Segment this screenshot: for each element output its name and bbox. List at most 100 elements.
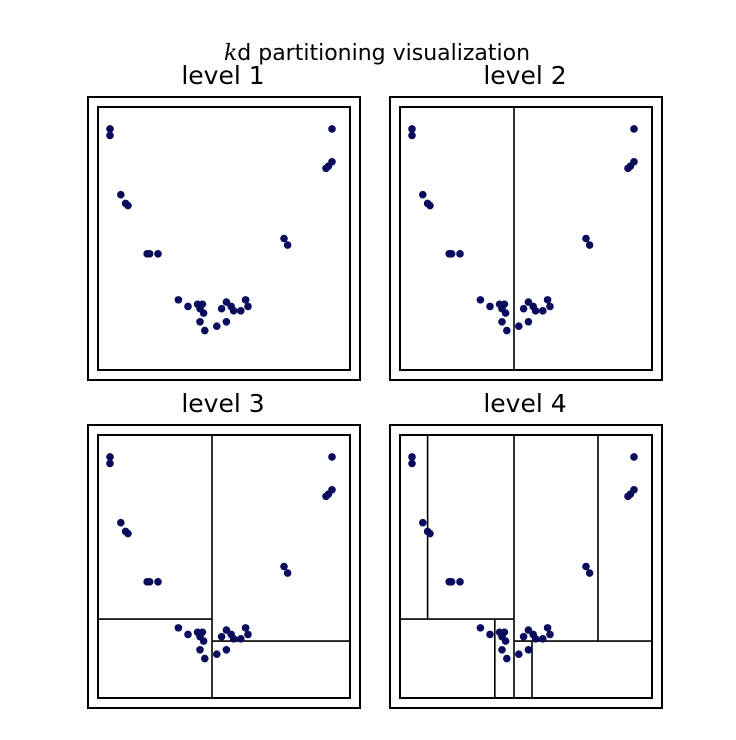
data-point <box>582 234 590 243</box>
data-point <box>408 453 416 461</box>
data-point <box>524 298 533 306</box>
data-point <box>519 632 528 641</box>
data-point <box>476 296 485 304</box>
panels: level 1 level 2 level 3 level 4 <box>87 61 663 709</box>
data-point <box>196 645 204 654</box>
data-point <box>630 453 638 461</box>
data-point <box>229 635 238 643</box>
data-point <box>543 624 552 632</box>
data-point <box>237 307 245 315</box>
panel-level-4: level 4 <box>389 389 663 709</box>
data-point <box>539 307 547 315</box>
panel-title: level 2 <box>483 61 566 90</box>
data-point <box>524 645 533 654</box>
data-point <box>201 326 209 335</box>
data-point <box>106 459 114 468</box>
partition-bounds <box>97 434 351 699</box>
data-point <box>145 578 154 586</box>
panel-title: level 4 <box>483 389 566 418</box>
data-point <box>222 317 231 326</box>
outer-frame <box>87 424 361 709</box>
data-point <box>174 296 183 304</box>
figure-title-k: k <box>224 41 237 66</box>
data-point <box>184 302 192 311</box>
data-point <box>546 302 554 311</box>
data-point <box>174 624 183 632</box>
data-point <box>244 630 252 639</box>
panel-title: level 1 <box>181 61 264 90</box>
data-point <box>630 125 638 133</box>
data-point <box>280 562 288 571</box>
data-point <box>328 453 336 461</box>
data-point <box>408 125 416 133</box>
data-point <box>476 624 485 632</box>
data-point <box>498 645 506 654</box>
data-point <box>531 635 540 643</box>
data-point <box>145 250 154 258</box>
panel-level-3: level 3 <box>87 389 361 709</box>
data-point <box>222 298 231 306</box>
data-point <box>582 562 590 571</box>
data-point <box>426 201 434 210</box>
data-point <box>546 630 554 639</box>
data-point <box>199 637 208 645</box>
data-point <box>117 190 125 199</box>
data-point <box>543 296 552 304</box>
data-point <box>201 654 209 663</box>
panel-level-1: level 1 <box>87 61 361 381</box>
data-point <box>244 302 252 311</box>
data-point <box>503 654 511 663</box>
data-point <box>117 518 125 527</box>
data-point <box>217 304 226 313</box>
data-point <box>196 317 204 326</box>
data-point <box>106 453 114 461</box>
data-point <box>515 322 523 330</box>
data-point <box>426 529 434 538</box>
data-point <box>199 309 208 317</box>
partition-bounds <box>97 106 351 371</box>
data-point <box>531 307 540 315</box>
data-point <box>328 125 336 133</box>
data-point <box>213 650 221 658</box>
data-point <box>222 626 231 634</box>
data-point <box>154 250 162 258</box>
data-point <box>539 635 547 643</box>
data-point <box>328 157 336 166</box>
data-point <box>237 635 245 643</box>
data-point <box>585 241 594 249</box>
data-point <box>184 630 192 639</box>
data-point <box>524 626 533 634</box>
data-point <box>486 630 494 639</box>
data-point <box>486 302 494 311</box>
data-point <box>408 131 416 140</box>
data-point <box>106 125 114 133</box>
data-point <box>630 485 638 494</box>
data-point <box>241 624 250 632</box>
data-point <box>419 518 427 527</box>
data-point <box>585 569 594 577</box>
data-point <box>501 309 510 317</box>
data-point <box>447 250 456 258</box>
outer-frame <box>87 96 361 381</box>
data-point <box>124 201 132 210</box>
data-point <box>241 296 250 304</box>
data-point <box>106 131 114 140</box>
outer-frame <box>389 424 663 709</box>
data-point <box>503 326 511 335</box>
data-point <box>408 459 416 468</box>
data-point <box>447 578 456 586</box>
partition-bounds <box>399 434 653 699</box>
data-point <box>213 322 221 330</box>
figure-title-rest: d partitioning visualization <box>237 41 530 66</box>
panel-level-2: level 2 <box>389 61 663 381</box>
data-point <box>328 485 336 494</box>
data-point <box>283 241 292 249</box>
data-point <box>283 569 292 577</box>
data-point <box>222 645 231 654</box>
data-point <box>456 250 464 258</box>
data-point <box>498 317 506 326</box>
data-point <box>280 234 288 243</box>
data-point <box>630 157 638 166</box>
data-point <box>501 637 510 645</box>
